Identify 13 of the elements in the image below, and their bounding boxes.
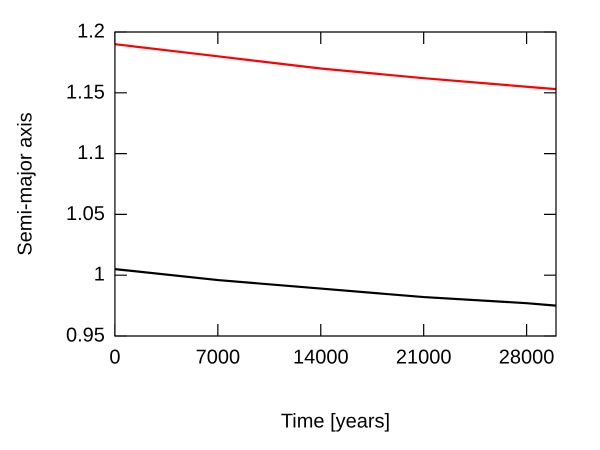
y-tick-label: 1 (94, 264, 105, 286)
y-tick-label: 0.95 (66, 324, 105, 347)
x-tick-label: 21000 (396, 346, 452, 369)
x-tick-label: 7000 (196, 346, 240, 369)
y-tick-label: 1.1 (77, 142, 105, 164)
y-tick-label: 1.2 (77, 20, 105, 43)
x-tick-label: 28000 (498, 346, 554, 369)
y-tick-label: 1.05 (66, 202, 105, 225)
x-tick-label: 0 (109, 346, 120, 369)
y-axis-title: Semi-major axis (14, 112, 37, 256)
x-axis-title: Time [years] (280, 410, 390, 433)
y-tick-label: 1.15 (66, 81, 105, 104)
x-tick-label: 14000 (292, 346, 349, 369)
